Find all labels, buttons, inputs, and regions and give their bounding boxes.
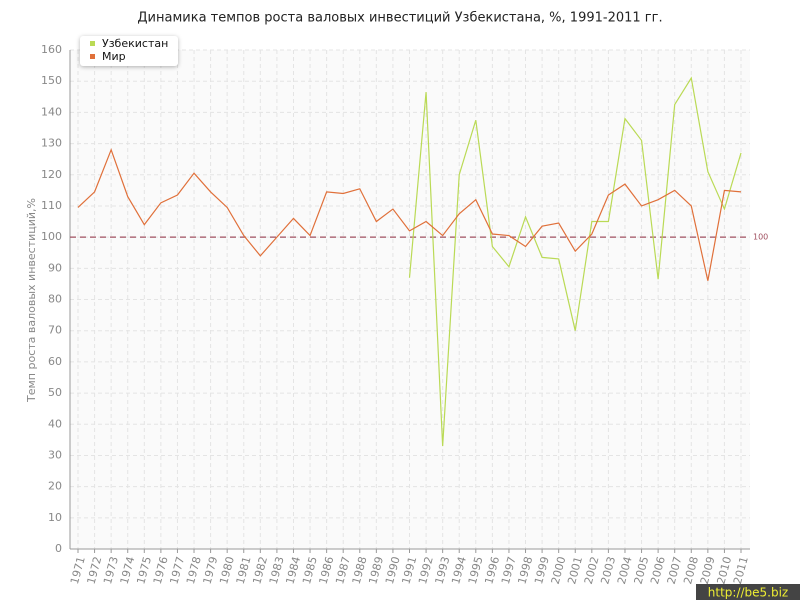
legend-swatch	[90, 41, 95, 46]
y-tick-label: 130	[41, 137, 62, 150]
y-tick-label: 40	[48, 417, 62, 430]
series-line	[77, 148, 742, 281]
y-tick-label: 10	[48, 511, 62, 524]
y-tick-label: 120	[41, 168, 62, 181]
y-axis-label: Темп роста валовых инвестиций,%	[25, 198, 38, 403]
y-tick-label: 160	[41, 43, 62, 56]
y-tick-label: 0	[55, 542, 62, 555]
watermark: http://be5.biz	[708, 586, 788, 600]
chart-title: Динамика темпов роста валовых инвестиций…	[137, 11, 662, 26]
legend-swatch	[90, 54, 95, 59]
legend-box	[80, 36, 178, 66]
y-tick-label: 30	[48, 448, 62, 461]
legend-text: Узбекистан	[102, 37, 168, 50]
y-tick-label: 60	[48, 355, 62, 368]
y-tick-label: 70	[48, 324, 62, 337]
y-tick-label: 110	[41, 199, 62, 212]
y-tick-label: 90	[48, 261, 62, 274]
x-tick-label: 2011	[731, 555, 751, 585]
y-tick-label: 50	[48, 386, 62, 399]
y-tick-label: 150	[41, 74, 62, 87]
reference-label: 100	[753, 233, 768, 242]
y-tick-label: 80	[48, 293, 62, 306]
watermark-box	[696, 584, 800, 600]
y-tick-label: 20	[48, 480, 62, 493]
legend-text: Мир	[102, 50, 126, 63]
y-tick-label: 140	[41, 105, 62, 118]
series-line	[408, 76, 742, 447]
y-tick-label: 100	[41, 230, 62, 243]
